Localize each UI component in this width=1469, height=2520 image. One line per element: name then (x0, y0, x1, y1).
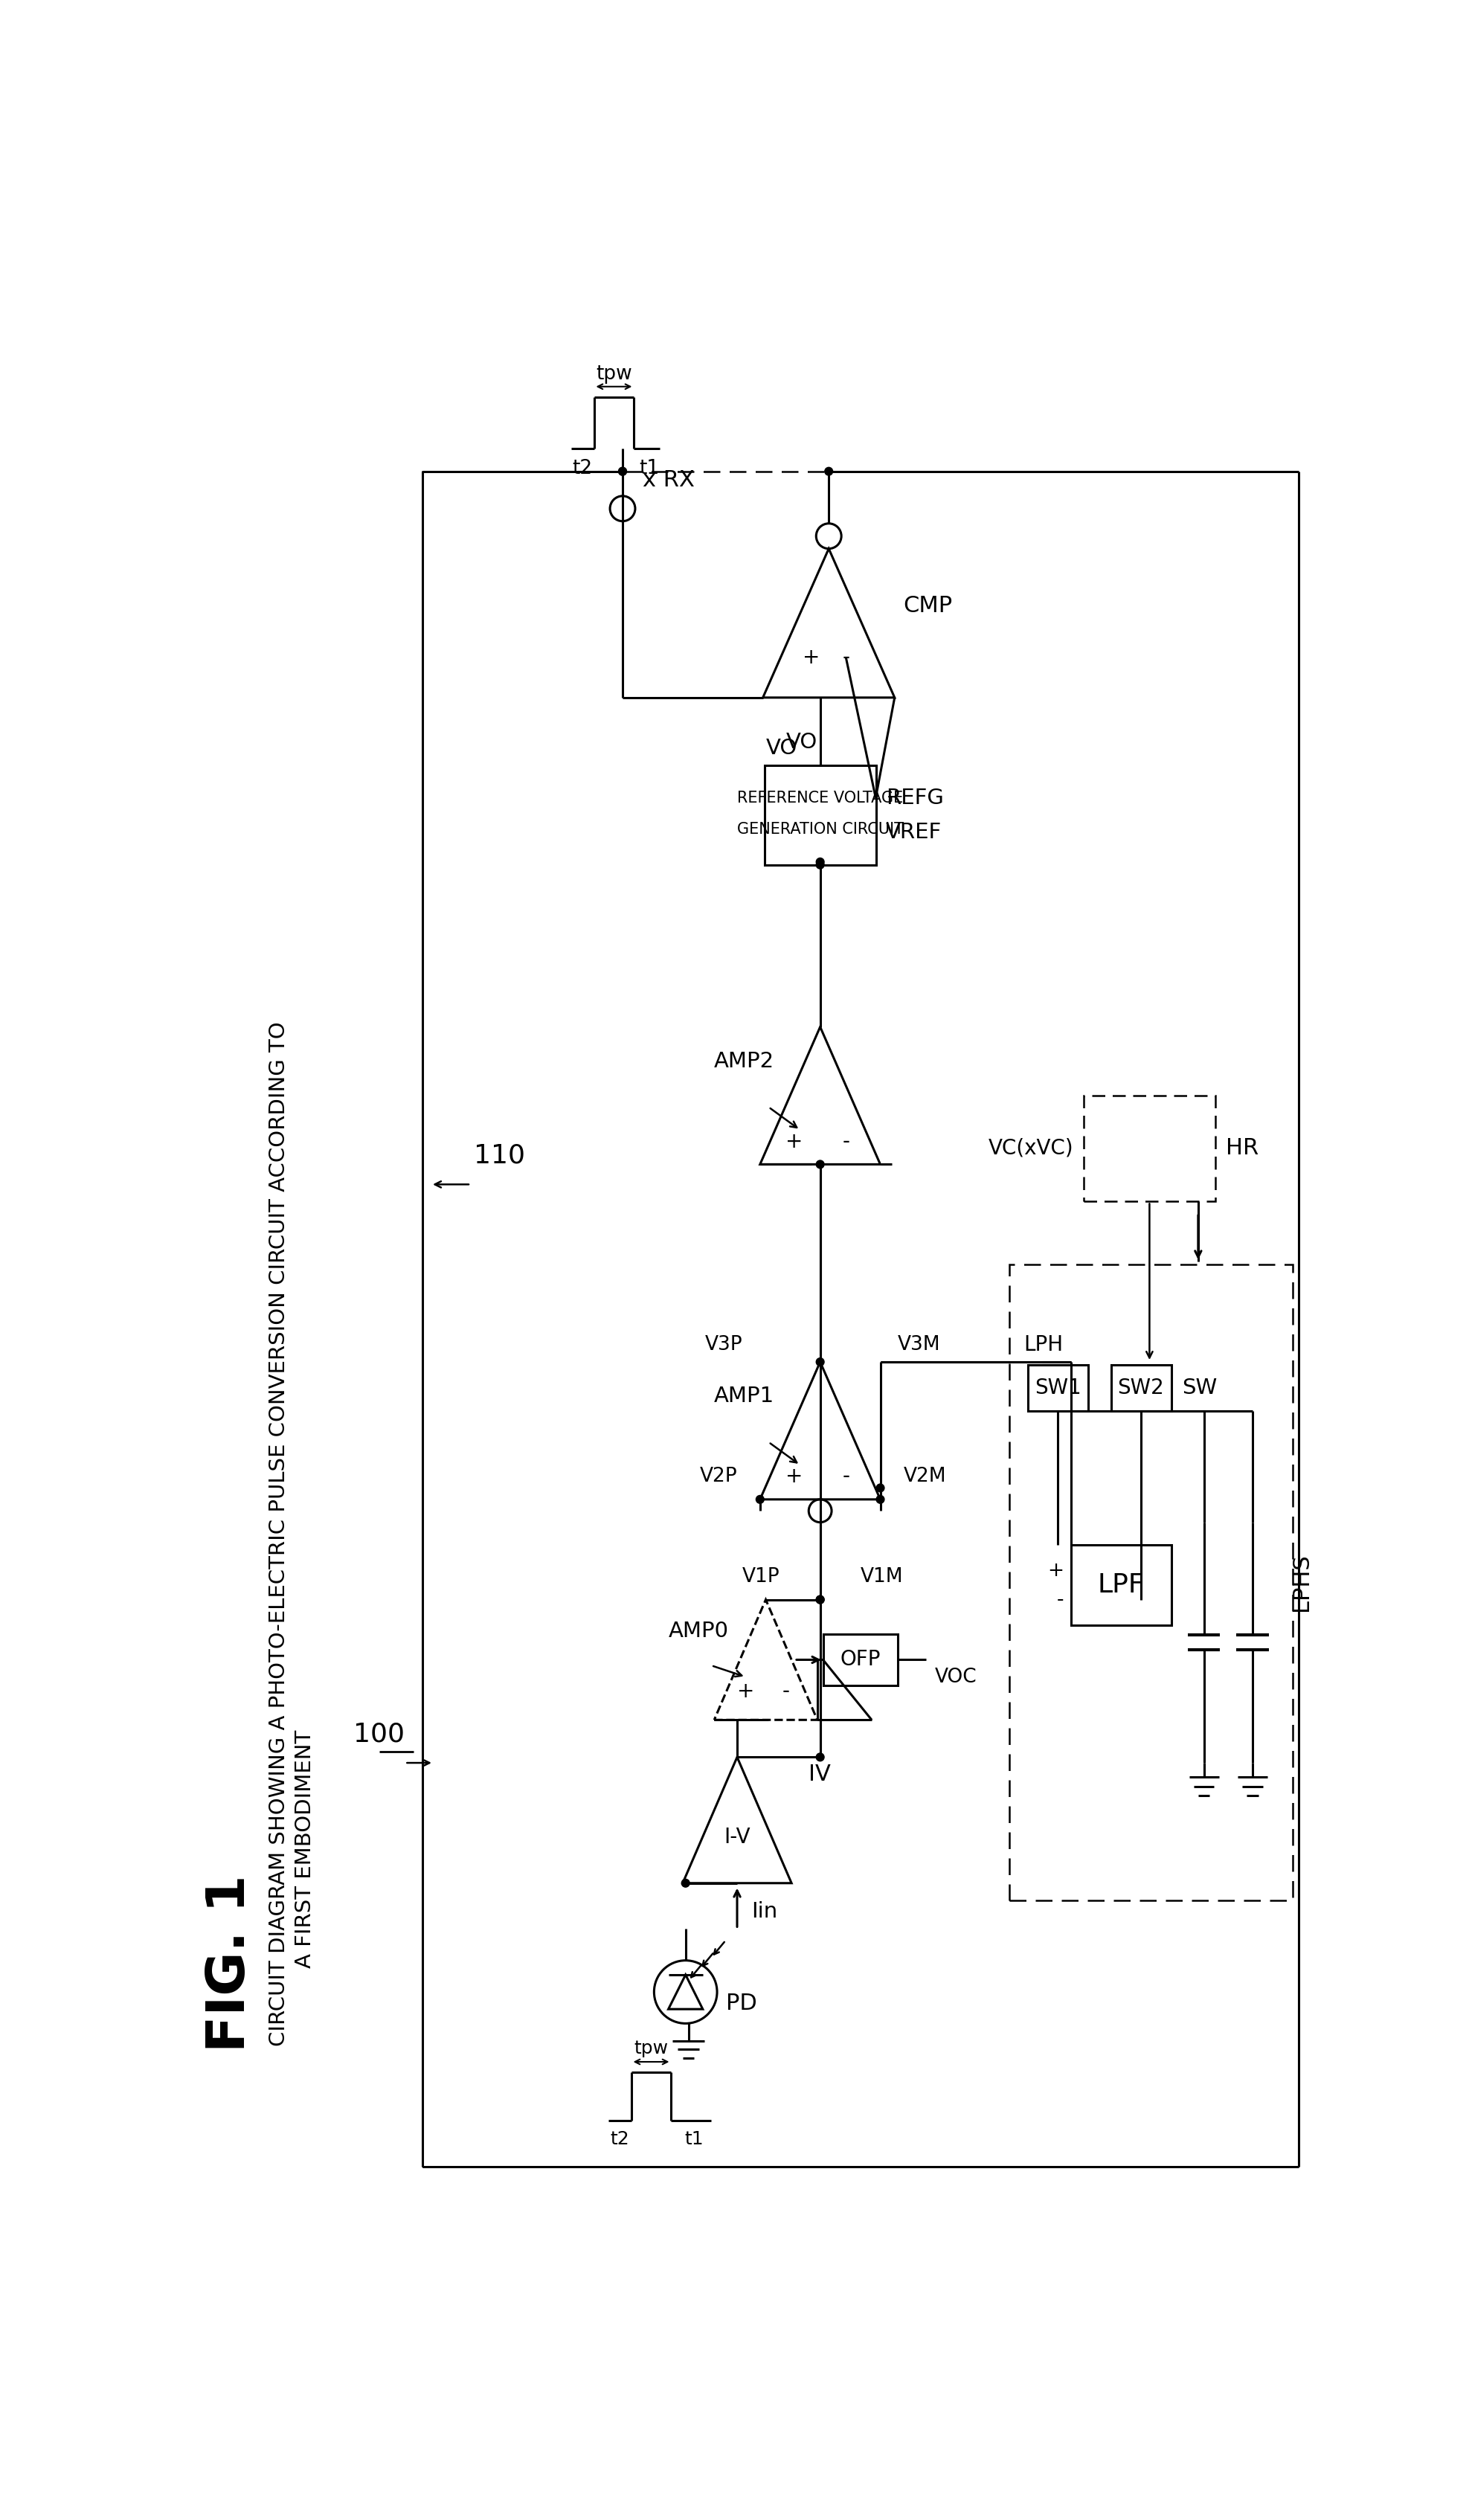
Text: Iin: Iin (752, 1903, 777, 1923)
Text: t2: t2 (573, 459, 592, 479)
Circle shape (817, 857, 824, 867)
Text: AMP2: AMP2 (714, 1051, 774, 1071)
Text: t1: t1 (639, 459, 660, 479)
Bar (764, 766, 877, 864)
Text: V2M: V2M (903, 1467, 946, 1487)
Text: AMP0: AMP0 (668, 1620, 729, 1641)
Text: t1: t1 (685, 2129, 704, 2147)
Text: VO: VO (786, 731, 817, 753)
Text: A FIRST EMBODIMENT: A FIRST EMBODIMENT (294, 1729, 316, 1968)
Text: +: + (786, 1467, 804, 1487)
Text: -: - (842, 1131, 849, 1152)
Text: +: + (737, 1681, 755, 1701)
Circle shape (817, 1595, 824, 1603)
Text: -: - (1058, 1590, 1064, 1610)
Circle shape (618, 466, 627, 476)
Text: VO: VO (765, 738, 798, 759)
Text: -: - (842, 648, 849, 668)
Text: 100: 100 (354, 1721, 405, 1746)
Circle shape (682, 1880, 689, 1887)
Bar (1084, 1096, 1215, 1202)
Circle shape (817, 862, 824, 869)
Text: PD: PD (726, 1993, 757, 2013)
Bar (1111, 1366, 1171, 1411)
Text: V1P: V1P (742, 1567, 780, 1588)
Text: -: - (842, 1467, 849, 1487)
Text: VREF: VREF (886, 822, 942, 842)
Circle shape (618, 466, 627, 476)
Text: SW1: SW1 (1034, 1378, 1081, 1399)
Text: IV: IV (809, 1764, 831, 1784)
Text: t2: t2 (610, 2129, 629, 2147)
Text: V3P: V3P (705, 1336, 743, 1353)
Bar (422, 471, 1299, 2167)
Text: I-V: I-V (724, 1827, 751, 1847)
Bar (1009, 1265, 1293, 1900)
Text: HR: HR (1225, 1137, 1259, 1159)
Circle shape (824, 466, 833, 476)
Text: CIRCUIT DIAGRAM SHOWING A PHOTO-ELECTRIC PULSE CONVERSION CIRCUIT ACCORDING TO: CIRCUIT DIAGRAM SHOWING A PHOTO-ELECTRIC… (269, 1021, 289, 2046)
Text: +: + (804, 648, 820, 668)
Text: CMP: CMP (903, 595, 952, 617)
Text: OFP: OFP (840, 1651, 880, 1671)
Circle shape (817, 1595, 824, 1603)
Bar (1071, 1545, 1171, 1625)
Text: VOC: VOC (934, 1668, 977, 1686)
Text: SW: SW (1183, 1378, 1218, 1399)
Text: 110: 110 (473, 1144, 524, 1169)
Text: GENERATION CIRCUIT: GENERATION CIRCUIT (737, 822, 903, 837)
Text: LPF: LPF (1097, 1572, 1144, 1598)
Text: VC(xVC): VC(xVC) (989, 1139, 1074, 1159)
Text: LPH: LPH (1024, 1336, 1064, 1356)
Text: FIG. 1: FIG. 1 (204, 1875, 256, 2051)
Circle shape (817, 1754, 824, 1761)
Circle shape (817, 1159, 824, 1169)
Bar (1028, 1366, 1089, 1411)
Circle shape (877, 1494, 884, 1504)
Text: SW2: SW2 (1118, 1378, 1165, 1399)
Text: LPHS: LPHS (1290, 1552, 1312, 1610)
Text: AMP1: AMP1 (714, 1386, 774, 1406)
Circle shape (817, 1358, 824, 1366)
Circle shape (757, 1494, 764, 1504)
Bar (823, 1633, 898, 1686)
Text: tpw: tpw (596, 365, 632, 383)
Text: REFERENCE VOLTAGE: REFERENCE VOLTAGE (737, 791, 903, 806)
Text: -: - (782, 1681, 789, 1701)
Text: V2P: V2P (699, 1467, 737, 1487)
Text: REFG: REFG (886, 786, 945, 809)
Text: V3M: V3M (898, 1336, 940, 1353)
Text: +: + (786, 1131, 804, 1152)
Text: +: + (1047, 1562, 1064, 1580)
Text: x RX: x RX (642, 469, 695, 491)
Text: V1M: V1M (861, 1567, 903, 1588)
Circle shape (877, 1484, 884, 1492)
Text: tpw: tpw (635, 2039, 668, 2056)
